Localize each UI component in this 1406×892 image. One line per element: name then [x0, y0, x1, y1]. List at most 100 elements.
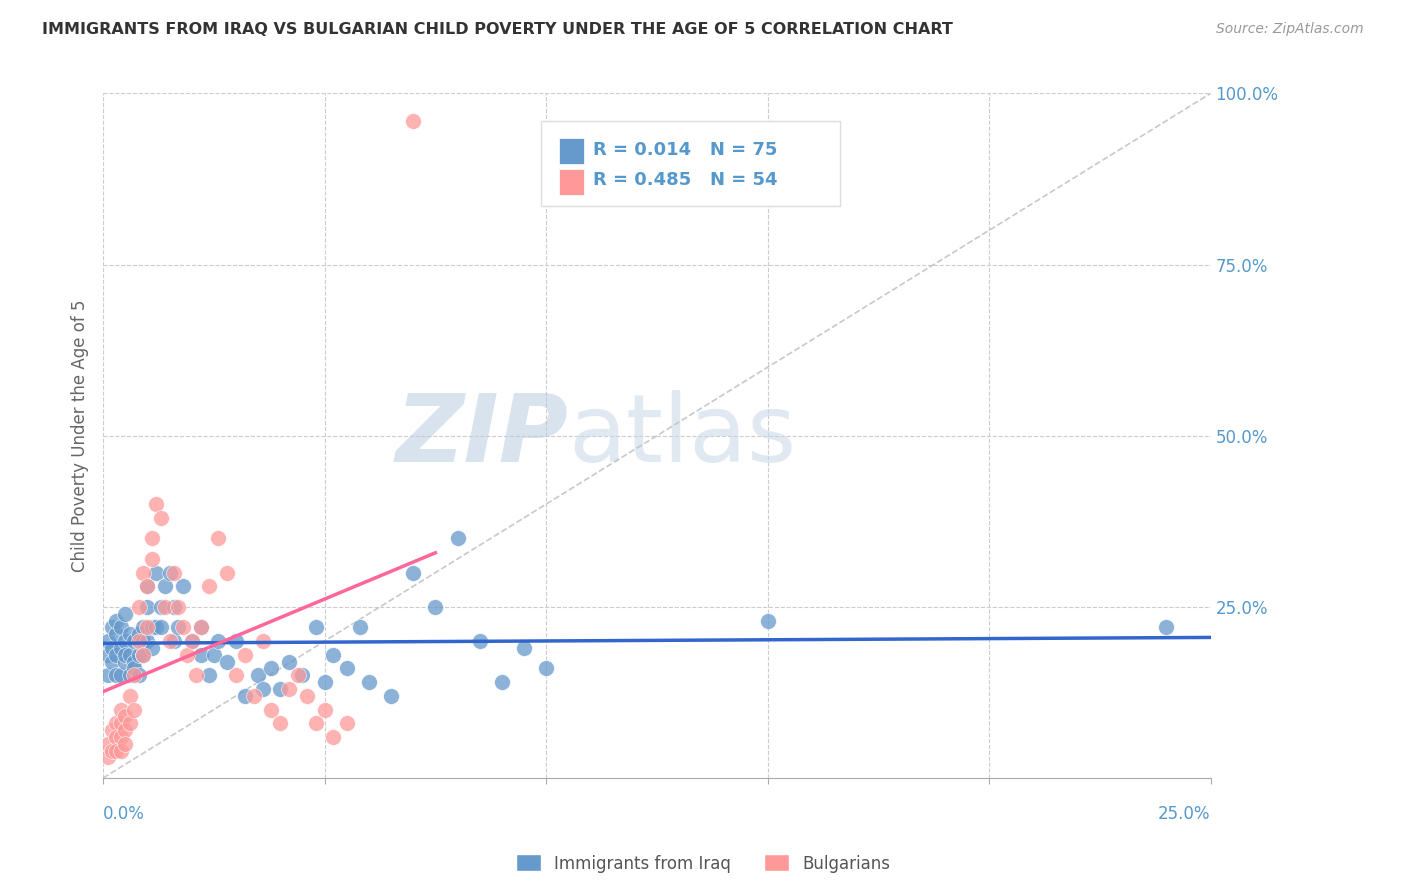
- Point: [97, 737, 120, 751]
- Point: [163, 634, 186, 648]
- Point: [122, 702, 145, 716]
- Point: [534, 661, 557, 675]
- Point: [207, 532, 229, 546]
- Point: [105, 648, 128, 662]
- Point: [105, 627, 128, 641]
- Point: [101, 640, 124, 655]
- Point: [122, 655, 145, 669]
- Point: [349, 620, 371, 634]
- Legend: Immigrants from Iraq, Bulgarians: Immigrants from Iraq, Bulgarians: [509, 847, 897, 880]
- Point: [269, 716, 291, 731]
- Point: [159, 566, 181, 580]
- Point: [114, 607, 136, 621]
- Point: [287, 668, 309, 682]
- Text: atlas: atlas: [568, 390, 797, 482]
- Point: [202, 648, 225, 662]
- Point: [114, 648, 136, 662]
- Text: 0.0%: 0.0%: [103, 805, 145, 823]
- Point: [136, 634, 159, 648]
- Point: [132, 648, 155, 662]
- Point: [118, 627, 141, 641]
- Point: [122, 668, 145, 682]
- Point: [128, 668, 150, 682]
- Point: [163, 566, 186, 580]
- Point: [128, 627, 150, 641]
- Point: [159, 634, 181, 648]
- Point: [101, 723, 124, 737]
- Point: [233, 648, 256, 662]
- Point: [114, 655, 136, 669]
- Point: [186, 668, 208, 682]
- Point: [167, 599, 190, 614]
- Point: [260, 702, 283, 716]
- Text: R = 0.485   N = 54: R = 0.485 N = 54: [593, 171, 778, 189]
- Point: [132, 648, 155, 662]
- Point: [163, 599, 186, 614]
- Point: [225, 668, 247, 682]
- Point: [114, 634, 136, 648]
- Point: [97, 750, 120, 764]
- Point: [110, 744, 132, 758]
- Point: [110, 702, 132, 716]
- Point: [402, 113, 425, 128]
- Point: [402, 566, 425, 580]
- Point: [149, 620, 172, 634]
- Point: [128, 599, 150, 614]
- Point: [105, 668, 128, 682]
- Point: [513, 640, 536, 655]
- Point: [153, 599, 176, 614]
- Point: [110, 730, 132, 744]
- Point: [468, 634, 491, 648]
- Text: Source: ZipAtlas.com: Source: ZipAtlas.com: [1216, 22, 1364, 37]
- Point: [425, 599, 447, 614]
- Point: [217, 566, 239, 580]
- Point: [180, 634, 202, 648]
- Point: [180, 634, 202, 648]
- Point: [225, 634, 247, 648]
- Point: [233, 689, 256, 703]
- Point: [128, 634, 150, 648]
- Point: [105, 744, 128, 758]
- Point: [132, 620, 155, 634]
- Point: [145, 497, 167, 511]
- Point: [278, 655, 301, 669]
- Point: [145, 566, 167, 580]
- Text: R = 0.014   N = 75: R = 0.014 N = 75: [593, 141, 778, 159]
- Text: IMMIGRANTS FROM IRAQ VS BULGARIAN CHILD POVERTY UNDER THE AGE OF 5 CORRELATION C: IMMIGRANTS FROM IRAQ VS BULGARIAN CHILD …: [42, 22, 953, 37]
- Point: [101, 655, 124, 669]
- Point: [322, 730, 344, 744]
- Point: [153, 579, 176, 593]
- Point: [105, 716, 128, 731]
- Point: [136, 579, 159, 593]
- Point: [252, 681, 274, 696]
- Point: [128, 648, 150, 662]
- Point: [336, 716, 359, 731]
- Point: [190, 620, 212, 634]
- Point: [172, 579, 194, 593]
- Point: [136, 599, 159, 614]
- Point: [141, 532, 163, 546]
- Point: [141, 620, 163, 634]
- Point: [122, 634, 145, 648]
- Point: [149, 599, 172, 614]
- Point: [172, 620, 194, 634]
- Point: [242, 689, 264, 703]
- Point: [118, 648, 141, 662]
- Point: [295, 689, 318, 703]
- Point: [97, 648, 120, 662]
- Point: [97, 668, 120, 682]
- Y-axis label: Child Poverty Under the Age of 5: Child Poverty Under the Age of 5: [72, 300, 89, 572]
- Point: [314, 702, 336, 716]
- Point: [122, 661, 145, 675]
- Point: [149, 511, 172, 525]
- Point: [97, 634, 120, 648]
- Point: [114, 723, 136, 737]
- Text: ZIP: ZIP: [395, 390, 568, 482]
- Point: [380, 689, 402, 703]
- Point: [110, 716, 132, 731]
- Point: [756, 614, 779, 628]
- Point: [110, 620, 132, 634]
- Point: [118, 668, 141, 682]
- Point: [207, 634, 229, 648]
- Text: 25.0%: 25.0%: [1159, 805, 1211, 823]
